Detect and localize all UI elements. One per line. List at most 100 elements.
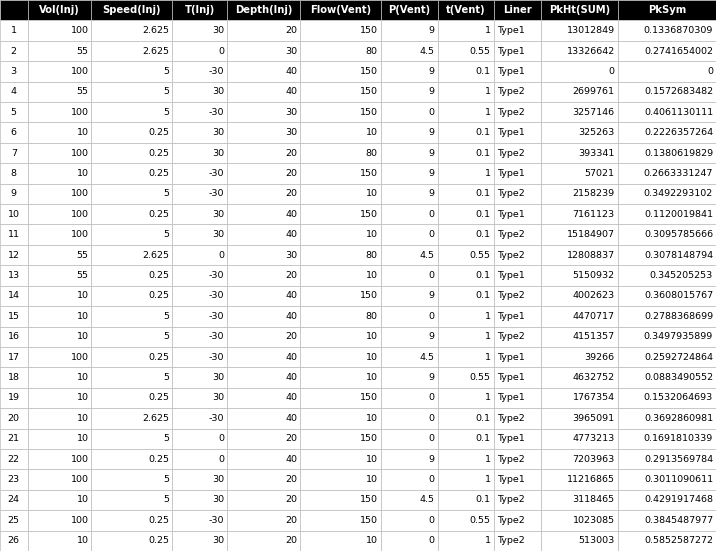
Bar: [172, 510, 227, 531]
Bar: [227, 510, 300, 531]
Text: 0.1: 0.1: [476, 414, 490, 423]
Bar: [300, 510, 381, 531]
Text: 0.55: 0.55: [470, 516, 490, 525]
Text: 0.55: 0.55: [470, 46, 490, 56]
Bar: [541, 531, 618, 551]
Text: 150: 150: [359, 516, 378, 525]
Text: 14: 14: [8, 291, 20, 300]
Text: 0.3492293102: 0.3492293102: [644, 190, 713, 198]
Bar: [494, 388, 541, 408]
Bar: [381, 82, 437, 102]
Bar: [172, 429, 227, 449]
Bar: [494, 265, 541, 286]
Bar: [0, 510, 27, 531]
Text: 0.1: 0.1: [476, 495, 490, 505]
Bar: [494, 82, 541, 102]
Text: 1: 1: [485, 87, 490, 96]
Bar: [300, 368, 381, 388]
Text: 40: 40: [285, 393, 297, 402]
Text: 39266: 39266: [584, 353, 615, 361]
Text: 0: 0: [429, 108, 435, 117]
Text: Type2: Type2: [497, 291, 524, 300]
Text: 0.25: 0.25: [148, 516, 169, 525]
Text: Type1: Type1: [497, 128, 524, 137]
Text: 3965091: 3965091: [573, 414, 615, 423]
Bar: [381, 265, 437, 286]
Bar: [0, 368, 27, 388]
Bar: [92, 61, 172, 82]
Text: 20: 20: [285, 475, 297, 484]
Bar: [27, 531, 92, 551]
Text: 55: 55: [77, 271, 89, 280]
Bar: [0, 122, 27, 143]
Text: 100: 100: [71, 210, 89, 219]
Text: 40: 40: [285, 312, 297, 321]
Bar: [27, 183, 92, 204]
Text: 40: 40: [285, 67, 297, 76]
Bar: [494, 61, 541, 82]
Bar: [172, 306, 227, 327]
Text: Type1: Type1: [497, 169, 524, 178]
Bar: [541, 224, 618, 245]
Bar: [300, 183, 381, 204]
Bar: [0, 163, 27, 183]
Text: 20: 20: [285, 190, 297, 198]
Text: 80: 80: [366, 251, 378, 260]
Text: 0: 0: [429, 434, 435, 443]
Bar: [381, 163, 437, 183]
Text: 10: 10: [366, 373, 378, 382]
Bar: [437, 20, 494, 41]
Text: 0.25: 0.25: [148, 393, 169, 402]
Text: -30: -30: [209, 169, 224, 178]
Text: 100: 100: [71, 108, 89, 117]
Text: 0.2741654002: 0.2741654002: [644, 46, 713, 56]
Bar: [618, 490, 716, 510]
Text: 30: 30: [212, 210, 224, 219]
Bar: [300, 449, 381, 469]
Bar: [0, 327, 27, 347]
Bar: [0, 388, 27, 408]
Text: 2699761: 2699761: [573, 87, 615, 96]
Text: T(Inj): T(Inj): [185, 5, 215, 15]
Text: Type2: Type2: [497, 149, 524, 158]
Bar: [172, 82, 227, 102]
Text: 1: 1: [485, 536, 490, 545]
Text: 100: 100: [71, 230, 89, 239]
Text: 2: 2: [11, 46, 16, 56]
Text: Type2: Type2: [497, 87, 524, 96]
Bar: [27, 490, 92, 510]
Bar: [494, 490, 541, 510]
Bar: [92, 265, 172, 286]
Text: 0.3692860981: 0.3692860981: [644, 414, 713, 423]
Bar: [494, 204, 541, 224]
Text: Speed(Inj): Speed(Inj): [102, 5, 161, 15]
Text: 0.1: 0.1: [476, 271, 490, 280]
Bar: [27, 143, 92, 163]
Text: 1: 1: [485, 108, 490, 117]
Text: Type1: Type1: [497, 393, 524, 402]
Text: Type1: Type1: [497, 46, 524, 56]
Text: 10: 10: [77, 291, 89, 300]
Text: Type2: Type2: [497, 536, 524, 545]
Text: 7: 7: [11, 149, 16, 158]
Text: 100: 100: [71, 516, 89, 525]
Bar: [618, 449, 716, 469]
Bar: [381, 368, 437, 388]
Text: 9: 9: [429, 291, 435, 300]
Bar: [618, 469, 716, 490]
Text: 0.1380619829: 0.1380619829: [644, 149, 713, 158]
Bar: [437, 122, 494, 143]
Text: 5: 5: [163, 87, 169, 96]
Bar: [437, 531, 494, 551]
Bar: [541, 469, 618, 490]
Bar: [227, 183, 300, 204]
Text: 393341: 393341: [579, 149, 615, 158]
Bar: [92, 102, 172, 122]
Bar: [300, 408, 381, 429]
Bar: [541, 368, 618, 388]
Text: 0.1120019841: 0.1120019841: [644, 210, 713, 219]
Text: 9: 9: [429, 455, 435, 464]
Text: 3257146: 3257146: [573, 108, 615, 117]
Text: 0.4291917468: 0.4291917468: [644, 495, 713, 505]
Text: 7161123: 7161123: [573, 210, 615, 219]
